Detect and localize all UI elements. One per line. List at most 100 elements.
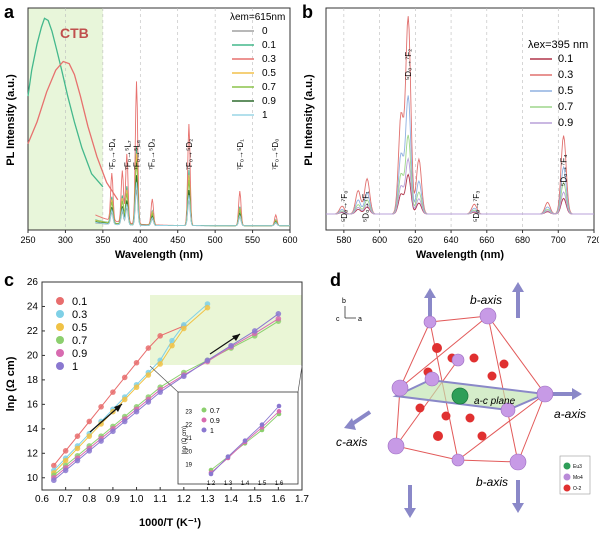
- panel-a-x-tick-label: 250: [20, 235, 35, 245]
- panel-c-y-tick-label: 22: [27, 326, 39, 337]
- panel-a-legend-label: 0: [262, 26, 268, 37]
- panel-c-legend-marker: [56, 349, 64, 357]
- molybdenum-atoms: [387, 307, 554, 471]
- inset-y-axis-label: lnρ (Ω cm): [182, 426, 188, 454]
- inset-x-tick-label: 1.3: [224, 481, 233, 487]
- panel-c-y-tick-label: 10: [27, 473, 39, 484]
- panel-c-label: c: [4, 270, 14, 290]
- inset-x-tick-label: 1.6: [275, 481, 284, 487]
- data-point-1: [228, 342, 234, 349]
- panel-b-curves: [326, 16, 594, 215]
- panel-c-highlight-region: [150, 295, 302, 365]
- data-point-1: [133, 408, 140, 415]
- inset-point-1: [208, 471, 214, 477]
- panel-c-legend-label: 0.9: [72, 348, 87, 360]
- panel-c-legend-label: 0.1: [72, 296, 87, 308]
- panel-b-x-tick-label: 640: [444, 235, 459, 245]
- europium-atom: [451, 387, 469, 405]
- inset-point-0.9: [276, 409, 282, 414]
- inset-legend-label: 1: [210, 428, 214, 435]
- data-point-0.1: [133, 359, 140, 366]
- ctb-annotation: CTB: [60, 25, 89, 41]
- panel-b-x-tick-label: 680: [515, 235, 530, 245]
- inset-y-tick-label: 19: [185, 463, 192, 469]
- panel-b-peak-label: ⁵D₀→⁷F₀: [340, 190, 349, 222]
- panel-c-y-tick-label: 26: [27, 277, 39, 288]
- element-legend-label: Mo4: [573, 475, 583, 481]
- panel-b-peak-labels: ⁵D₀→⁷F₀ ⁵D₀→⁷F₁ ⁵D₀→⁷F₂ ⁵D₀→⁷F₃ ⁵D₀→⁷F₄: [340, 49, 569, 222]
- panel-b-legend: 0.1 0.3 0.5 0.7 0.9: [530, 53, 573, 129]
- panel-a-legend-label: 0.5: [262, 68, 276, 79]
- panel-c-y-tick-label: 12: [27, 448, 39, 459]
- element-legend-marker: [563, 462, 571, 470]
- panel-c-x-tick-label: 1.1: [153, 494, 167, 505]
- pl-curve-0.9: [326, 157, 594, 215]
- panel-c-x-tick-label: 0.8: [82, 494, 96, 505]
- b-axis-top-label: b-axis: [470, 293, 502, 307]
- panel-d-label: d: [330, 270, 341, 290]
- ctb-curve-0.3: [27, 60, 119, 201]
- panel-c-points: [51, 301, 282, 484]
- panel-b-legend-title: λex=395 nm: [528, 39, 588, 51]
- data-point-0.5: [169, 342, 175, 349]
- panel-a-legend: 0 0.1 0.3 0.5 0.7 0.9 1: [232, 26, 276, 121]
- panel-c-legend-label: 0.7: [72, 335, 87, 347]
- panel-a-peak-label: ⁷F₀→⁵L₇: [124, 140, 133, 170]
- inset-x-tick-label: 1.2: [207, 481, 216, 487]
- panel-b: b ⁵D₀→⁷F₀ ⁵D₀→⁷F₁ ⁵D₀→⁷F₂ ⁵D₀→⁷F₃ ⁵D₀→⁷F₄ λe…: [302, 2, 599, 261]
- data-point-0.5: [121, 396, 128, 403]
- panel-c-legend-label: 1: [72, 361, 78, 373]
- data-point-1: [204, 357, 211, 364]
- panel-a-peak-label: ⁷F₀→⁵D₄: [108, 139, 117, 170]
- element-legend: Eu3 Mo4 O-2: [563, 462, 583, 492]
- panel-c-legend-marker: [56, 336, 64, 344]
- panel-c-y-tick-label: 20: [27, 350, 39, 361]
- panel-c-legend-marker: [56, 323, 64, 331]
- panel-a-x-ticks: 250 300 350 400 450 500 550 600: [20, 230, 298, 245]
- panel-c-legend: 0.10.30.50.70.91: [56, 296, 87, 373]
- panel-c-y-tick-label: 18: [27, 375, 39, 386]
- data-point-1: [275, 311, 282, 317]
- c-axis-label: c-axis: [336, 435, 367, 449]
- panel-b-y-axis-label: PL Intensity (a.u.): [303, 74, 315, 166]
- data-point-1: [74, 457, 81, 464]
- data-point-0.5: [181, 325, 187, 332]
- inset-point-1: [259, 422, 265, 427]
- panel-a-curves: [27, 8, 290, 230]
- panel-c-legend-marker: [56, 297, 64, 305]
- panel-c-x-tick-label: 1.5: [248, 494, 262, 505]
- data-point-1: [251, 328, 258, 334]
- element-legend-marker: [563, 484, 571, 492]
- data-point-0.1: [51, 462, 57, 469]
- b-axis-arrowhead-down-2: [512, 503, 524, 513]
- data-point-0.5: [157, 361, 163, 367]
- data-point-0.5: [62, 457, 69, 464]
- data-point-1: [157, 389, 163, 395]
- data-point-0.5: [74, 445, 81, 452]
- data-point-0.1: [86, 418, 93, 425]
- inset-x-tick-label: 1.4: [241, 481, 250, 487]
- panel-c-x-tick-label: 1.7: [295, 494, 309, 505]
- panel-a-peak-label: ⁷F₀→⁵D₀: [271, 138, 280, 170]
- trend-arrowhead-main: [114, 404, 122, 412]
- panel-c-legend-label: 0.5: [72, 322, 87, 334]
- panel-b-x-tick-label: 720: [586, 235, 599, 245]
- data-point-0.1: [121, 374, 128, 381]
- data-point-1: [86, 448, 93, 454]
- inset-legend-label: 0.9: [210, 418, 220, 425]
- panel-c-legend-marker: [56, 362, 64, 370]
- panel-d: d b c a: [330, 270, 591, 518]
- b-axis-arrowhead-up: [512, 282, 524, 292]
- panel-a-peak-label: ⁷F₀→⁵L₆: [133, 140, 142, 170]
- panel-a-x-tick-label: 550: [245, 235, 260, 245]
- panel-b-dashed-gridlines: [343, 8, 559, 230]
- panel-a-x-tick-label: 500: [208, 235, 223, 245]
- inset-x-tick-label: 1.5: [258, 481, 267, 487]
- panel-a-x-axis-label: Wavelength (nm): [115, 249, 204, 261]
- a-axis-label: a-axis: [554, 407, 586, 421]
- panel-a-peak-label: ⁷F₀→⁵D₂: [185, 139, 194, 170]
- element-legend-marker: [563, 473, 571, 481]
- data-point-1: [62, 467, 69, 474]
- panel-b-x-tick-label: 620: [408, 235, 423, 245]
- element-legend-label: Eu3: [573, 464, 582, 470]
